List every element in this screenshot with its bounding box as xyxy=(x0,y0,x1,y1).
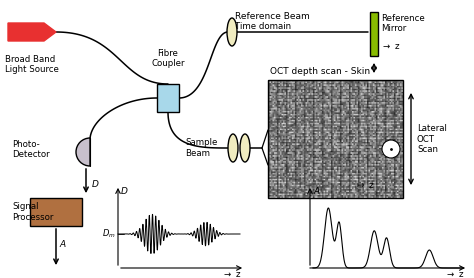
Text: Photo-
Detector: Photo- Detector xyxy=(12,140,50,159)
Text: Reference Beam: Reference Beam xyxy=(235,12,310,21)
Text: Fibre
Coupler: Fibre Coupler xyxy=(151,49,185,68)
Text: Time domain: Time domain xyxy=(235,22,291,31)
Text: Signal
Processor: Signal Processor xyxy=(12,202,54,222)
Ellipse shape xyxy=(227,18,237,46)
Ellipse shape xyxy=(240,134,250,162)
Text: $\rightarrow$ z: $\rightarrow$ z xyxy=(222,270,242,278)
Text: Broad Band
Light Source: Broad Band Light Source xyxy=(5,55,59,75)
Text: $\mapsto$ z: $\mapsto$ z xyxy=(355,181,375,190)
Bar xyxy=(268,80,403,198)
Text: D: D xyxy=(121,187,128,196)
Text: A: A xyxy=(59,240,65,249)
Text: Reference
Mirror: Reference Mirror xyxy=(381,14,425,33)
Text: Lateral
OCT
Scan: Lateral OCT Scan xyxy=(417,124,447,154)
Text: A: A xyxy=(313,187,319,196)
FancyArrow shape xyxy=(8,23,56,41)
Text: $D_m$: $D_m$ xyxy=(102,228,116,240)
Bar xyxy=(30,198,82,226)
Bar xyxy=(157,84,179,112)
Ellipse shape xyxy=(228,134,238,162)
Text: Sample
Beam: Sample Beam xyxy=(185,138,218,158)
Bar xyxy=(370,12,378,56)
Text: OCT depth scan - Skin: OCT depth scan - Skin xyxy=(270,67,370,76)
Circle shape xyxy=(382,140,400,158)
Wedge shape xyxy=(76,138,90,166)
Text: $\rightarrow$ z: $\rightarrow$ z xyxy=(446,270,465,278)
Text: $\rightarrow$ z: $\rightarrow$ z xyxy=(381,42,401,51)
Text: D: D xyxy=(92,180,99,189)
